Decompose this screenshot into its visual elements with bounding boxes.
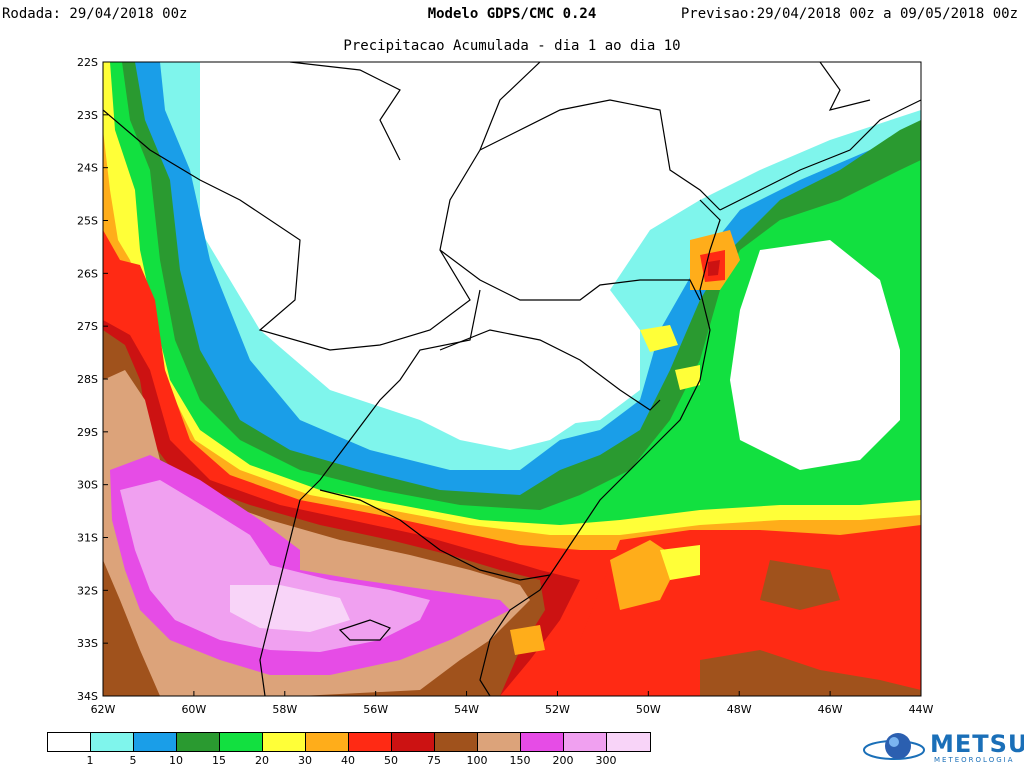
legend-label: 10 [169,754,183,767]
map-subtitle: Precipitacao Acumulada - dia 1 ao dia 10 [343,38,681,54]
lon-tick-label: 56W [363,703,388,716]
precipitation-field [103,62,921,696]
legend-swatch [220,733,263,751]
lat-tick-label: 25S [77,215,98,228]
run-date-label: Rodada: 29/04/2018 00z [2,6,188,22]
lat-tick-label: 27S [77,320,98,333]
legend-label: 20 [255,754,269,767]
legend-swatch [607,733,650,751]
legend-label: 1 [86,754,94,767]
globe-icon [863,733,925,760]
longitude-axis: 62W 60W 58W 56W 54W 52W 50W 48W 46W 44W [91,691,934,716]
legend-labels: 1 5 10 15 20 30 40 50 75 100 150 200 300 [47,752,651,768]
lat-tick-label: 26S [77,267,98,280]
legend-swatch [478,733,521,751]
color-legend: 1 5 10 15 20 30 40 50 75 100 150 200 300 [47,732,651,768]
lon-tick-label: 60W [181,703,206,716]
legend-swatch [392,733,435,751]
legend-swatch [177,733,220,751]
border-lines [103,62,921,696]
lon-tick-label: 44W [909,703,934,716]
latitude-axis: 22S 23S 24S 25S 26S 27S 28S 29S 30S 31S 32S 33S 34S [77,56,108,703]
model-title: Modelo GDPS/CMC 0.24 [427,6,597,22]
lon-tick-label: 58W [272,703,297,716]
legend-swatch [48,733,91,751]
legend-swatch [349,733,392,751]
legend-swatch [263,733,306,751]
forecast-period-label: Previsao:29/04/2018 00z a 09/05/2018 00z [680,6,1018,22]
lon-tick-label: 54W [454,703,479,716]
legend-swatch [134,733,177,751]
legend-swatch [564,733,607,751]
legend-swatch [521,733,564,751]
legend-label: 100 [466,754,488,767]
legend-label: 50 [384,754,398,767]
legend-label: 150 [509,754,531,767]
legend-label: 15 [212,754,226,767]
lat-tick-label: 31S [77,532,98,545]
lat-tick-label: 22S [77,56,98,69]
legend-swatch [306,733,349,751]
legend-label: 5 [129,754,137,767]
lat-tick-label: 23S [77,109,98,122]
lat-tick-label: 24S [77,162,98,175]
lat-tick-label: 29S [77,426,98,439]
lon-tick-label: 62W [91,703,116,716]
legend-label: 300 [595,754,617,767]
legend-colorbar [47,732,651,752]
legend-label: 75 [427,754,441,767]
legend-swatch [435,733,478,751]
lon-tick-label: 48W [727,703,752,716]
logo-tagline: METEOROLOGIA [934,756,1015,764]
lon-tick-label: 52W [545,703,570,716]
lat-tick-label: 30S [77,479,98,492]
logo-name: METSUL [930,730,1024,758]
legend-label: 40 [341,754,355,767]
lon-tick-label: 46W [818,703,843,716]
legend-label: 30 [298,754,312,767]
legend-swatch [91,733,134,751]
legend-label: 200 [552,754,574,767]
lon-tick-label: 50W [636,703,661,716]
lat-tick-label: 32S [77,584,98,597]
metsul-logo: METSUL METEOROLOGIA [862,728,1024,768]
lat-tick-label: 34S [77,690,98,703]
lat-tick-label: 28S [77,373,98,386]
lat-tick-label: 33S [77,637,98,650]
